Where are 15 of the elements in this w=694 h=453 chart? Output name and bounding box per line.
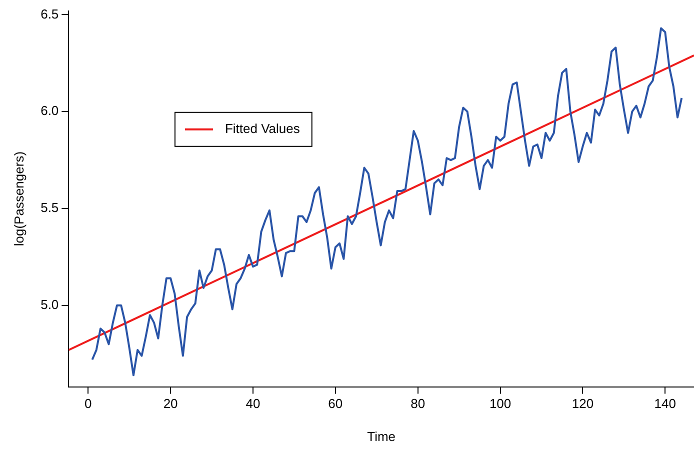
- x-tick-label: 80: [410, 396, 426, 412]
- x-tick-label: 140: [654, 396, 676, 412]
- x-tick-label: 60: [328, 396, 343, 412]
- y-axis-title: log(Passengers): [11, 151, 26, 246]
- x-tick-label: 40: [246, 396, 260, 412]
- y-tick-label: 5.0: [40, 296, 59, 312]
- y-tick-label: 5.5: [40, 200, 59, 216]
- x-tick-label: 20: [163, 396, 178, 412]
- y-tick-label: 6.0: [40, 103, 59, 118]
- legend-label: Fitted Values: [224, 120, 300, 136]
- x-tick-label: 100: [489, 396, 512, 412]
- x-tick-label: 120: [572, 396, 594, 412]
- x-tick-label: 0: [84, 396, 92, 412]
- y-tick-label: 6.5: [40, 6, 59, 22]
- x-axis-title: Time: [367, 428, 396, 444]
